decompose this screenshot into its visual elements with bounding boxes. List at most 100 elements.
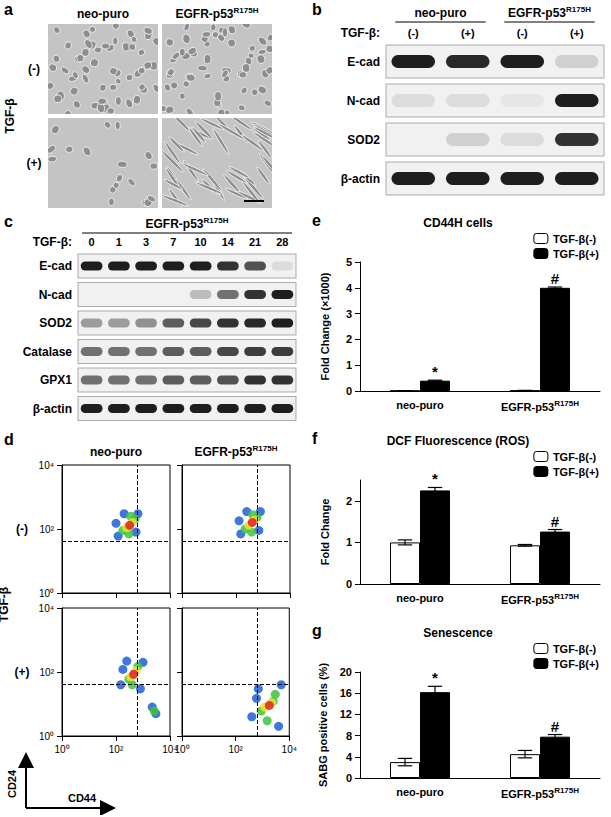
- svg-text:TGF-β(-): TGF-β(-): [553, 643, 597, 655]
- svg-text:1: 1: [346, 359, 352, 371]
- svg-text:(-): (-): [16, 522, 28, 536]
- svg-text:*: *: [432, 669, 438, 686]
- svg-text:R175H: R175H: [554, 786, 579, 795]
- svg-text:*: *: [432, 363, 438, 380]
- svg-text:EGFR-p53: EGFR-p53: [501, 401, 554, 413]
- svg-text:10: 10: [195, 236, 207, 248]
- svg-text:#: #: [551, 513, 560, 530]
- svg-text:R175H: R175H: [554, 399, 579, 408]
- svg-text:neo-puro: neo-puro: [90, 445, 142, 459]
- svg-text:8: 8: [346, 730, 352, 742]
- svg-text:(+): (+): [570, 27, 584, 39]
- svg-text:β-actin: β-actin: [33, 402, 72, 416]
- svg-text:c: c: [4, 213, 13, 230]
- svg-text:(-): (-): [517, 27, 528, 39]
- svg-text:(+): (+): [15, 665, 30, 679]
- svg-text:10²: 10²: [228, 744, 243, 755]
- svg-text:Fold Change: Fold Change: [319, 499, 331, 566]
- svg-text:0: 0: [89, 236, 95, 248]
- svg-text:2: 2: [346, 495, 352, 507]
- svg-text:SOD2: SOD2: [39, 316, 72, 330]
- svg-text:g: g: [312, 622, 322, 639]
- svg-text:CD44H cells: CD44H cells: [423, 216, 493, 230]
- svg-text:21: 21: [249, 236, 261, 248]
- svg-text:10⁴: 10⁴: [282, 744, 297, 755]
- svg-text:CD24: CD24: [6, 769, 18, 798]
- svg-text:N-cad: N-cad: [39, 288, 72, 302]
- svg-text:a: a: [4, 1, 13, 18]
- svg-text:10²: 10²: [40, 524, 55, 535]
- svg-text:10⁴: 10⁴: [39, 460, 54, 471]
- svg-text:#: #: [551, 718, 560, 735]
- svg-text:SOD2: SOD2: [347, 133, 380, 147]
- svg-text:EGFR-p53R175H: EGFR-p53R175H: [508, 5, 591, 20]
- svg-text:β-actin: β-actin: [341, 172, 380, 186]
- svg-text:2: 2: [346, 333, 352, 345]
- svg-text:10²: 10²: [109, 744, 124, 755]
- svg-text:3: 3: [143, 236, 149, 248]
- svg-text:16: 16: [340, 687, 352, 699]
- svg-text:neo-puro: neo-puro: [396, 786, 444, 798]
- svg-text:E-cad: E-cad: [347, 55, 380, 69]
- svg-text:20: 20: [340, 666, 352, 678]
- svg-text:#: #: [551, 270, 560, 287]
- svg-text:10⁰: 10⁰: [174, 744, 189, 755]
- svg-text:neo-puro: neo-puro: [396, 592, 444, 604]
- svg-text:DCF Fluorescence (ROS): DCF Fluorescence (ROS): [387, 434, 530, 448]
- svg-text:1: 1: [346, 536, 352, 548]
- svg-text:5: 5: [346, 256, 352, 268]
- svg-text:SABG positive cells (%): SABG positive cells (%): [317, 663, 329, 787]
- svg-text:EGFR-p53R175H: EGFR-p53R175H: [195, 444, 278, 459]
- svg-text:10²: 10²: [40, 667, 55, 678]
- svg-text:0: 0: [346, 385, 352, 397]
- svg-text:0: 0: [346, 772, 352, 784]
- svg-text:EGFR-p53R175H: EGFR-p53R175H: [146, 216, 229, 231]
- svg-text:b: b: [312, 1, 322, 18]
- svg-text:10⁰: 10⁰: [39, 731, 54, 742]
- svg-text:CD44: CD44: [68, 792, 97, 804]
- svg-text:EGFR-p53R175H: EGFR-p53R175H: [176, 6, 259, 21]
- svg-text:Fold Change (×1000): Fold Change (×1000): [319, 272, 331, 380]
- svg-text:d: d: [4, 431, 14, 448]
- svg-text:EGFR-p53: EGFR-p53: [501, 594, 554, 606]
- svg-text:TGF-β(+): TGF-β(+): [553, 466, 599, 478]
- svg-text:7: 7: [170, 236, 176, 248]
- svg-text:Catalase: Catalase: [23, 345, 73, 359]
- svg-text:4: 4: [346, 751, 353, 763]
- svg-text:TGF-β:: TGF-β:: [33, 235, 72, 249]
- svg-text:N-cad: N-cad: [347, 94, 380, 108]
- svg-text:neo-puro: neo-puro: [77, 7, 129, 21]
- svg-text:GPX1: GPX1: [40, 373, 72, 387]
- svg-text:E-cad: E-cad: [39, 259, 72, 273]
- svg-text:1: 1: [116, 236, 122, 248]
- svg-text:R175H: R175H: [554, 592, 579, 601]
- svg-text:neo-puro: neo-puro: [396, 399, 444, 411]
- svg-text:Senescence: Senescence: [423, 626, 493, 640]
- svg-text:(+): (+): [461, 27, 475, 39]
- svg-text:f: f: [312, 430, 318, 447]
- svg-text:(+): (+): [27, 156, 42, 170]
- svg-text:(-): (-): [408, 27, 419, 39]
- svg-text:TGF-β(-): TGF-β(-): [553, 451, 597, 463]
- svg-text:TGF-β:: TGF-β:: [341, 26, 380, 40]
- svg-text:3: 3: [346, 308, 352, 320]
- svg-text:14: 14: [222, 236, 235, 248]
- svg-text:EGFR-p53: EGFR-p53: [501, 788, 554, 800]
- svg-text:28: 28: [276, 236, 288, 248]
- svg-text:(-): (-): [28, 62, 40, 76]
- svg-text:e: e: [312, 212, 321, 229]
- svg-text:TGF-β(+): TGF-β(+): [553, 248, 599, 260]
- svg-text:*: *: [432, 470, 438, 487]
- svg-text:10⁰: 10⁰: [39, 588, 54, 599]
- svg-text:10⁰: 10⁰: [54, 744, 69, 755]
- svg-text:TGF-β(+): TGF-β(+): [553, 658, 599, 670]
- svg-text:12: 12: [340, 708, 352, 720]
- svg-text:neo-puro: neo-puro: [415, 6, 467, 20]
- svg-text:10⁴: 10⁴: [39, 603, 54, 614]
- svg-text:TGF-β: TGF-β: [0, 587, 11, 622]
- svg-text:4: 4: [346, 282, 353, 294]
- svg-text:10⁴: 10⁴: [162, 743, 178, 755]
- svg-text:0: 0: [346, 578, 352, 590]
- svg-text:TGF-β(-): TGF-β(-): [553, 233, 597, 245]
- svg-text:TGF-β: TGF-β: [3, 98, 17, 133]
